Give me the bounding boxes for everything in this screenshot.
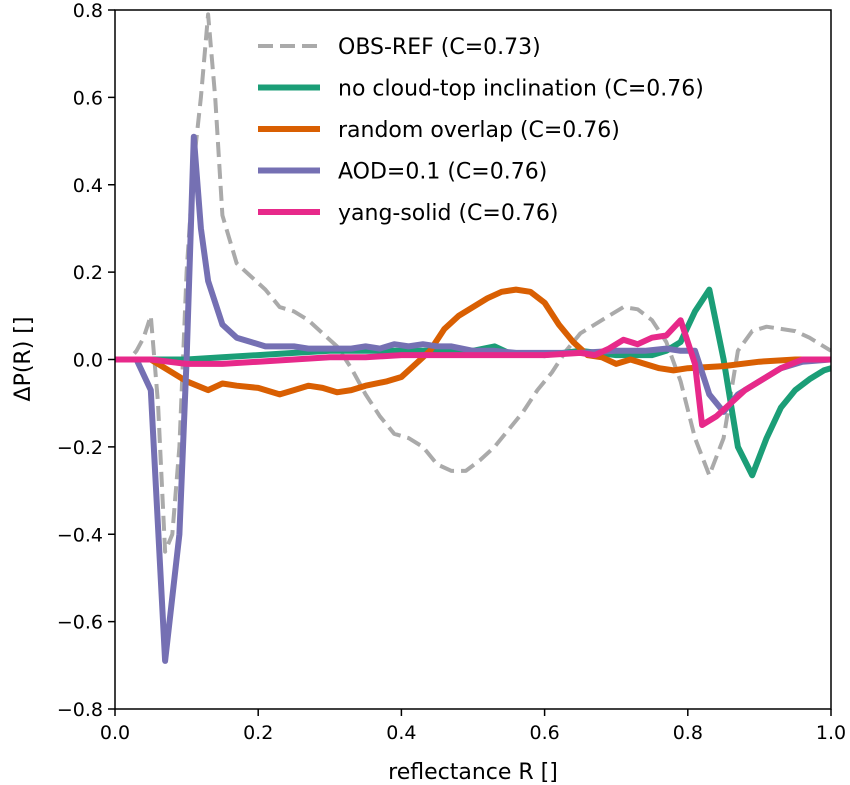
axis-ticks: 0.0 0.2 0.4 0.6 0.8 1.0 −0.8 −0.6 −0.4 −0.2 0.0 0.2… [57,0,846,744]
y-tick-label: 0.0 [73,350,103,372]
x-axis-label: reflectance R [] [388,760,558,785]
y-axis-label: ΔP(R) [] [11,317,36,402]
x-tick-label: 1.0 [816,722,846,744]
x-tick-label: 0.4 [386,722,416,744]
y-tick-label: 0.8 [73,0,103,22]
legend: OBS-REF (C=0.73) no cloud-top inclination… [258,35,704,226]
series-line-1 [115,12,831,554]
series-line-4 [115,133,831,664]
x-tick-label: 0.2 [243,722,273,744]
y-tick-label: 0.2 [73,262,103,284]
y-tick-label: −0.4 [57,524,103,546]
x-tick-label: 0.0 [100,722,130,744]
legend-label-2: no cloud-top inclination (C=0.76) [338,77,704,102]
legend-label-5: yang-solid (C=0.76) [338,201,558,226]
legend-label-4: AOD=0.1 (C=0.76) [338,160,547,185]
y-tick-label: 0.4 [73,175,103,197]
x-tick-label: 0.6 [529,722,559,744]
y-tick-label: −0.6 [57,612,103,634]
series-line-3 [115,286,831,398]
y-tick-label: 0.6 [73,87,103,109]
legend-label-3: random overlap (C=0.76) [338,118,620,143]
legend-label-1: OBS-REF (C=0.73) [338,35,541,60]
y-tick-label: −0.8 [57,699,103,721]
plot-lines [115,12,831,664]
series-line-5 [115,317,831,428]
x-tick-label: 0.8 [673,722,703,744]
y-tick-label: −0.2 [57,437,103,459]
